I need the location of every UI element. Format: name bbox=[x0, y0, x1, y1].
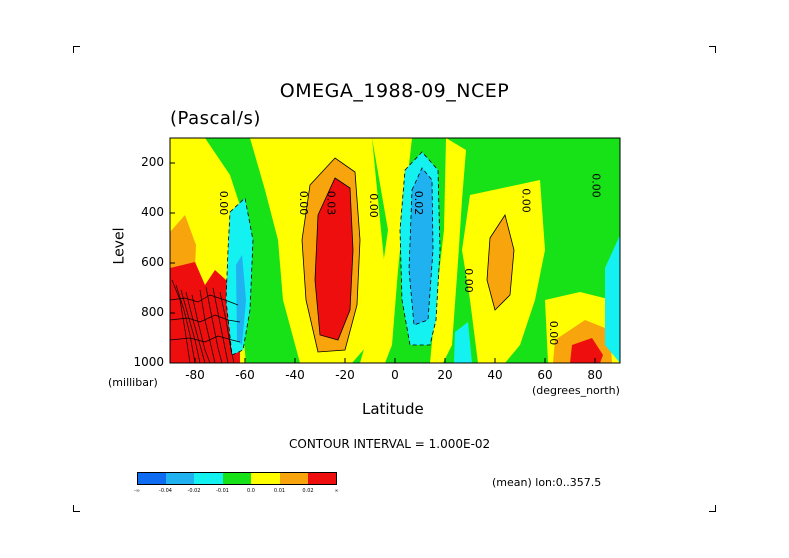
contour-label: 0.00 bbox=[217, 191, 230, 216]
x-tick-label: 40 bbox=[487, 368, 503, 382]
contour-label-group: 0.00 0.00 0.03 0.00 0.02 0.00 0.00 0.00 0.00 bbox=[217, 173, 603, 345]
legend-level-label: 0.02 bbox=[302, 488, 314, 494]
x-unit-label: (degrees_north) bbox=[532, 384, 620, 397]
legend-swatch bbox=[165, 472, 194, 485]
contour-label: 0.00 bbox=[462, 268, 475, 293]
x-tick-label: -60 bbox=[235, 368, 255, 382]
corner-mark-top-left bbox=[73, 46, 80, 53]
x-tick-label: -20 bbox=[335, 368, 355, 382]
contour-label: 0.00 bbox=[520, 188, 533, 213]
legend-swatch bbox=[194, 472, 223, 485]
x-tick-label: -40 bbox=[285, 368, 305, 382]
field-blue-eq bbox=[409, 168, 433, 325]
field-blue-60s bbox=[236, 255, 246, 345]
x-tick-label: 80 bbox=[587, 368, 603, 382]
legend-end-label: ∞ bbox=[334, 488, 339, 494]
legend-frame bbox=[137, 472, 337, 485]
contour-label: 0.02 bbox=[412, 191, 425, 216]
x-tick-label: -80 bbox=[185, 368, 205, 382]
contour-label: 0.03 bbox=[325, 191, 338, 216]
y-tick-label: 1000 bbox=[133, 355, 164, 369]
y-tick-label: 600 bbox=[141, 255, 164, 269]
y-axis-label: Level bbox=[111, 227, 128, 265]
corner-mark-bottom-left bbox=[73, 505, 80, 512]
x-tick-label: 60 bbox=[537, 368, 553, 382]
x-tick-label: 0 bbox=[391, 368, 399, 382]
field-red-antarctic bbox=[170, 262, 240, 363]
legend-level-label: -0.04 bbox=[159, 488, 172, 494]
field-red-pole bbox=[570, 338, 603, 363]
chart-units: (Pascal/s) bbox=[170, 108, 261, 129]
legend-end-label: -∞ bbox=[134, 488, 140, 494]
corner-mark-bottom-right bbox=[709, 505, 716, 512]
legend-level-label: 0.01 bbox=[273, 488, 286, 494]
field-cyan-20n bbox=[454, 322, 472, 363]
x-tick-label: 20 bbox=[437, 368, 453, 382]
mean-note: (mean) lon:0..357.5 bbox=[492, 476, 602, 489]
contour-interval-note: CONTOUR INTERVAL = 1.000E-02 bbox=[289, 437, 491, 451]
chart-title: OMEGA_1988-09_NCEP bbox=[279, 80, 510, 102]
field-yellow-ne bbox=[430, 138, 466, 363]
contour-label: 0.00 bbox=[367, 193, 380, 218]
legend-level-label: -0.02 bbox=[187, 488, 201, 494]
legend-swatch bbox=[222, 472, 251, 485]
y-tick-label: 200 bbox=[141, 155, 164, 169]
contour-fill-group bbox=[170, 138, 620, 363]
legend-swatch bbox=[279, 472, 308, 485]
legend-swatch bbox=[251, 472, 280, 485]
x-axis-label: Latitude bbox=[362, 400, 424, 418]
legend-level-label: -0.01 bbox=[216, 488, 229, 494]
field-orange-north bbox=[487, 215, 514, 310]
field-cyan-pole bbox=[605, 235, 620, 363]
field-yellow-eq bbox=[360, 138, 412, 363]
legend-swatch bbox=[308, 472, 337, 485]
legend-swatch bbox=[137, 472, 166, 485]
contour-lines bbox=[225, 151, 515, 356]
axis-ticks bbox=[170, 162, 596, 364]
contour-label: 0.00 bbox=[590, 173, 603, 198]
y-tick-label: 800 bbox=[141, 305, 164, 319]
y-unit-label: (millibar) bbox=[108, 376, 158, 389]
legend-level-label: 0.0 bbox=[247, 488, 255, 494]
contour-label: 0.00 bbox=[547, 321, 560, 346]
y-tick-label: 400 bbox=[141, 205, 164, 219]
antarctic-dense-contours bbox=[170, 279, 241, 363]
corner-mark-top-right bbox=[709, 46, 716, 53]
field-red-south bbox=[315, 178, 353, 340]
contour-label: 0.00 bbox=[297, 191, 310, 216]
